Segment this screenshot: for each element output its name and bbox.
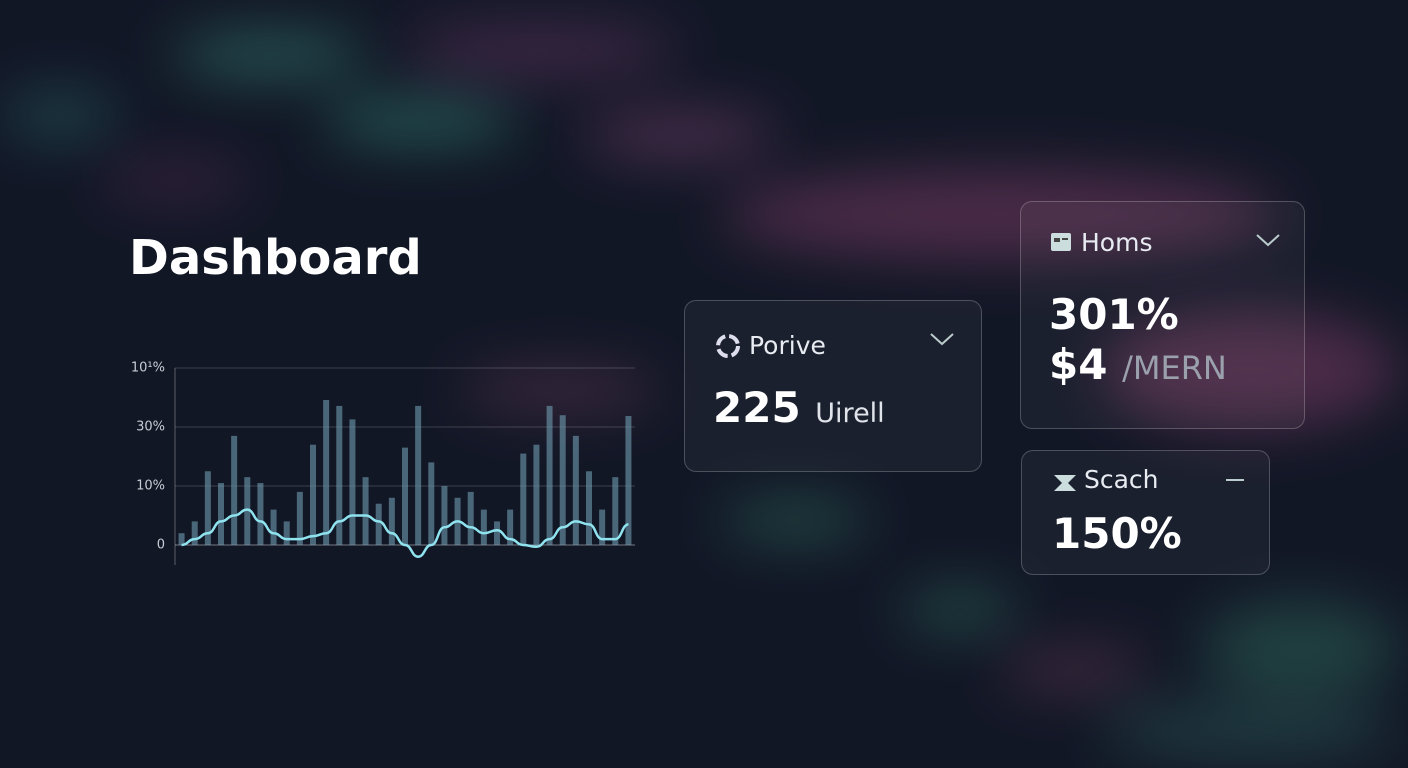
chevron[interactable] — [929, 331, 955, 347]
bar — [283, 521, 290, 545]
value: $4 — [1049, 340, 1108, 389]
unit: Uirell — [815, 398, 885, 429]
y-tick-label: 10% — [136, 479, 165, 494]
chart: 0 10% 30% 10¹% — [131, 361, 635, 565]
bg-blob — [170, 30, 370, 80]
bar — [296, 491, 303, 545]
bar — [231, 435, 238, 545]
line — [181, 508, 629, 559]
y-tick-label: 30% — [136, 420, 165, 435]
bar — [494, 521, 500, 545]
bar — [520, 453, 527, 545]
bar — [244, 477, 251, 545]
value: 225 — [713, 383, 801, 432]
bg-blob — [100, 160, 250, 200]
bar — [441, 486, 448, 545]
bar — [323, 400, 330, 545]
bar — [599, 509, 606, 545]
bg-blob — [1100, 310, 1400, 430]
card-title: Porive — [749, 331, 826, 360]
bar — [415, 405, 422, 545]
bar — [257, 483, 264, 545]
card[interactable]: Porive 225 Uirell — [684, 300, 982, 472]
bar — [270, 509, 277, 545]
bar — [178, 533, 185, 545]
bar — [533, 444, 540, 545]
bg-blob — [720, 500, 870, 540]
bar — [310, 444, 316, 545]
bg-blob — [1200, 600, 1400, 700]
collapse[interactable] — [1225, 477, 1245, 483]
card-icon — [716, 334, 740, 358]
bar — [612, 477, 619, 545]
bg-blob — [0, 90, 120, 140]
bar — [572, 435, 579, 545]
bar — [349, 419, 356, 545]
bg-blob — [460, 370, 660, 410]
bar — [467, 491, 474, 545]
bar — [507, 509, 514, 545]
bar — [336, 405, 343, 545]
page-title: Dashboard — [129, 230, 422, 286]
bg-blob — [580, 110, 780, 160]
y-tick-label: 0 — [157, 538, 165, 553]
bg-blob — [900, 590, 1020, 630]
card-value: 301% — [1049, 290, 1179, 339]
bg-blob — [720, 170, 1280, 260]
card-icon — [1051, 233, 1071, 251]
bg-blob — [1100, 700, 1400, 760]
card[interactable]: Homs 301% $4 /MERN — [1020, 201, 1305, 429]
card[interactable]: Scach 150% — [1021, 450, 1270, 575]
bg-blob — [320, 95, 520, 145]
bar — [402, 447, 408, 545]
bar — [388, 497, 395, 545]
bar — [204, 471, 211, 545]
y-tick-label: 10¹% — [131, 361, 165, 376]
bar — [191, 521, 198, 545]
card-value: 225 Uirell — [713, 383, 885, 432]
bar — [428, 462, 435, 545]
bar — [218, 483, 224, 545]
bg-blob — [1000, 650, 1150, 690]
card-icon — [1054, 475, 1076, 491]
unit: /MERN — [1122, 349, 1227, 387]
card-value: $4 /MERN — [1049, 340, 1227, 389]
bar — [625, 416, 632, 545]
bar — [546, 405, 553, 545]
card-value: 150% — [1052, 509, 1182, 558]
bar — [375, 503, 382, 545]
card-title: Scach — [1084, 465, 1159, 494]
bar — [480, 509, 487, 545]
chevron[interactable] — [1255, 232, 1281, 248]
bar — [586, 471, 592, 545]
bar — [559, 415, 566, 545]
card-title: Homs — [1081, 228, 1153, 257]
bar — [362, 477, 369, 545]
bg-blob — [400, 20, 680, 80]
